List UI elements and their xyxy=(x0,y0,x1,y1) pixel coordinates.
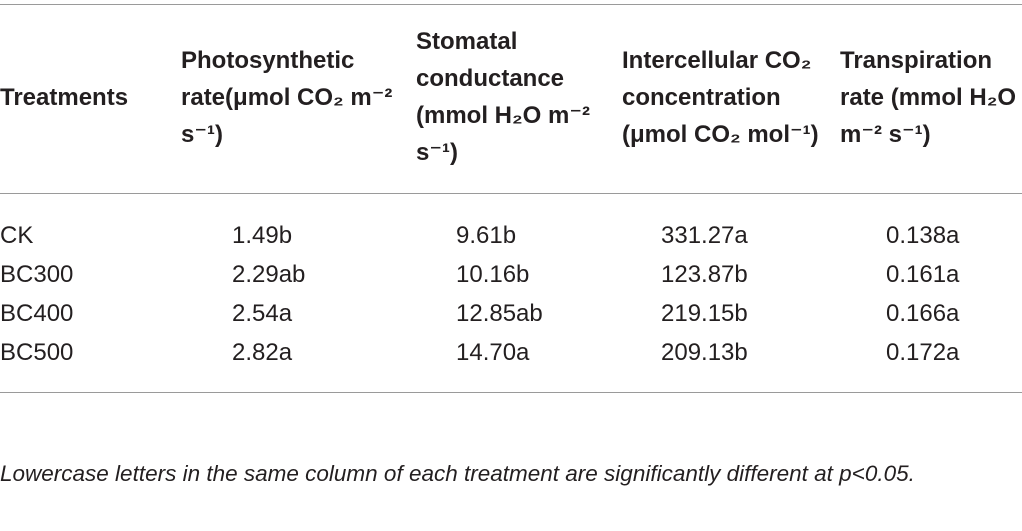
value-cell: 0.161a xyxy=(886,261,960,288)
value-cell: 219.15b xyxy=(661,300,748,327)
treatment-cell: CK xyxy=(0,222,34,249)
treatment-cell: BC500 xyxy=(0,339,74,366)
table-row: CK 1.49b 9.61b 331.27a 0.138a xyxy=(0,194,1022,256)
header-cell: Stomatal conductance (mmol H₂O m⁻² s⁻¹) xyxy=(416,28,590,166)
value-cell: 14.70a xyxy=(456,339,530,366)
treatment-cell: BC400 xyxy=(0,300,74,327)
value-cell: 2.29ab xyxy=(232,261,306,288)
value-cell: 0.166a xyxy=(886,300,960,327)
value-cell: 12.85ab xyxy=(456,300,543,327)
table-row: BC400 2.54a 12.85ab 219.15b 0.166a xyxy=(0,294,1022,333)
value-cell: 209.13b xyxy=(661,339,748,366)
treatment-cell: BC300 xyxy=(0,261,74,288)
header-cell: Intercellular CO₂ concentration (μmol CO… xyxy=(622,46,819,148)
value-cell: 0.172a xyxy=(886,339,960,366)
value-cell: 2.82a xyxy=(232,339,293,366)
value-cell: 2.54a xyxy=(232,300,293,327)
table-row: BC500 2.82a 14.70a 209.13b 0.172a xyxy=(0,333,1022,393)
header-cell: Photosynthetic rate(μmol CO₂ m⁻² s⁻¹) xyxy=(181,46,393,148)
value-cell: 1.49b xyxy=(232,222,293,249)
value-cell: 123.87b xyxy=(661,261,748,288)
data-table: Treatments Photosynthetic rate(μmol CO₂ m… xyxy=(0,4,1022,393)
table-body: CK 1.49b 9.61b 331.27a 0.138a BC300 2.29ab 10.1… xyxy=(0,194,1022,393)
footnote: Lowercase letters in the same column of … xyxy=(0,461,915,486)
table-row: BC300 2.29ab 10.16b 123.87b 0.161a xyxy=(0,255,1022,294)
header-cell: Treatments xyxy=(0,83,129,111)
value-cell: 9.61b xyxy=(456,222,517,249)
value-cell: 0.138a xyxy=(886,222,960,249)
header-row: Treatments Photosynthetic rate(μmol CO₂ m… xyxy=(0,4,1022,194)
value-cell: 331.27a xyxy=(661,222,748,249)
value-cell: 10.16b xyxy=(456,261,530,288)
header-cell: Transpiration rate (mmol H₂O m⁻² s⁻¹) xyxy=(840,46,1017,148)
